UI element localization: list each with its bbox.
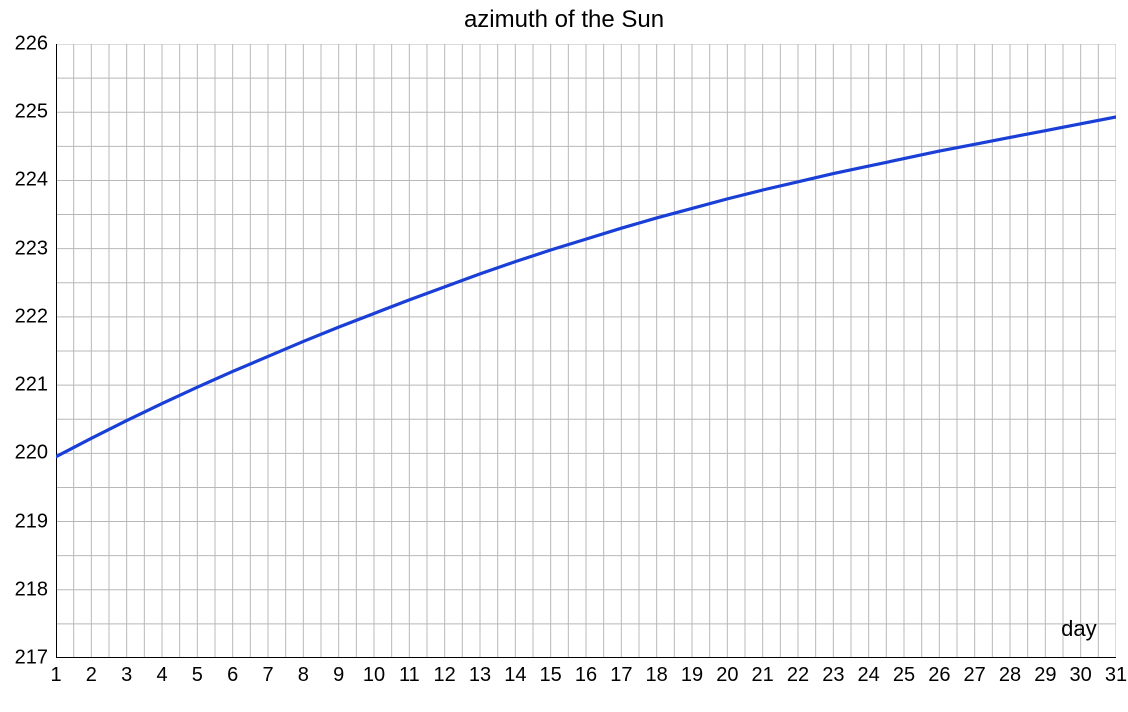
x-tick-label: 8 bbox=[298, 664, 309, 687]
y-tick-label: 219 bbox=[0, 510, 48, 533]
x-tick-label: 17 bbox=[610, 664, 632, 687]
chart-title: azimuth of the Sun bbox=[0, 6, 1128, 34]
x-tick-label: 21 bbox=[752, 664, 774, 687]
x-tick-label: 16 bbox=[575, 664, 597, 687]
x-tick-label: 24 bbox=[858, 664, 880, 687]
x-tick-label: 18 bbox=[646, 664, 668, 687]
x-tick-label: 3 bbox=[121, 664, 132, 687]
x-tick-label: 12 bbox=[434, 664, 456, 687]
x-tick-label: 6 bbox=[227, 664, 238, 687]
x-tick-label: 14 bbox=[504, 664, 526, 687]
chart-svg bbox=[56, 44, 1116, 658]
x-tick-label: 5 bbox=[192, 664, 203, 687]
x-tick-label: 2 bbox=[86, 664, 97, 687]
y-tick-label: 221 bbox=[0, 374, 48, 397]
x-tick-label: 10 bbox=[363, 664, 385, 687]
y-tick-label: 224 bbox=[0, 169, 48, 192]
x-tick-label: 13 bbox=[469, 664, 491, 687]
y-tick-label: 226 bbox=[0, 33, 48, 56]
x-tick-label: 30 bbox=[1070, 664, 1092, 687]
y-tick-label: 222 bbox=[0, 305, 48, 328]
x-tick-label: 1 bbox=[50, 664, 61, 687]
x-tick-label: 27 bbox=[964, 664, 986, 687]
y-tick-label: 217 bbox=[0, 647, 48, 670]
x-tick-label: 29 bbox=[1034, 664, 1056, 687]
plot-area bbox=[56, 44, 1116, 658]
y-tick-label: 223 bbox=[0, 237, 48, 260]
x-tick-label: 23 bbox=[822, 664, 844, 687]
grid bbox=[56, 44, 1116, 658]
x-tick-label: 9 bbox=[333, 664, 344, 687]
chart-container: azimuth of the Sun 217218219220221222223… bbox=[0, 0, 1128, 712]
x-tick-label: 20 bbox=[716, 664, 738, 687]
x-tick-label: 26 bbox=[928, 664, 950, 687]
x-tick-label: 28 bbox=[999, 664, 1021, 687]
x-tick-label: 11 bbox=[399, 664, 420, 687]
x-tick-label: 22 bbox=[787, 664, 809, 687]
x-axis-label: day bbox=[1061, 616, 1096, 642]
x-tick-label: 7 bbox=[262, 664, 273, 687]
x-tick-label: 25 bbox=[893, 664, 915, 687]
y-tick-label: 225 bbox=[0, 101, 48, 124]
x-tick-label: 4 bbox=[156, 664, 167, 687]
y-tick-label: 220 bbox=[0, 442, 48, 465]
x-tick-label: 15 bbox=[540, 664, 562, 687]
x-tick-label: 31 bbox=[1105, 664, 1127, 687]
y-tick-label: 218 bbox=[0, 578, 48, 601]
x-tick-label: 19 bbox=[681, 664, 703, 687]
